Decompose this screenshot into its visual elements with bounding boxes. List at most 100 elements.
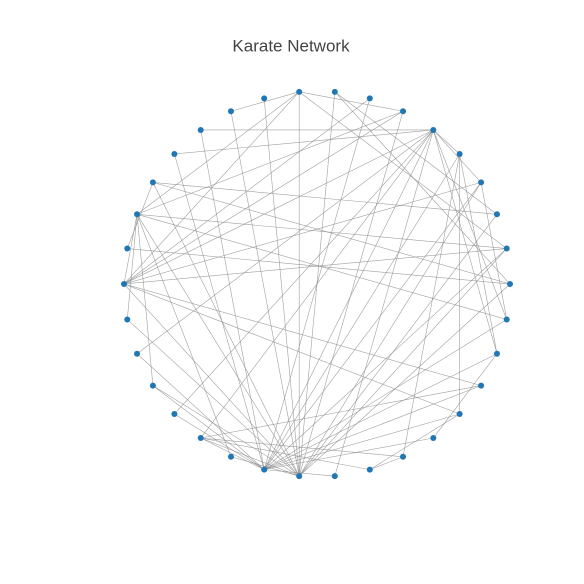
edge (459, 153, 498, 354)
edge (136, 129, 434, 354)
node (331, 88, 338, 95)
edge (136, 214, 232, 457)
edge (123, 129, 434, 285)
edge (263, 98, 300, 477)
edges (123, 91, 511, 477)
edge (264, 437, 434, 470)
edge (263, 153, 460, 470)
edge (433, 129, 507, 320)
node (227, 453, 234, 460)
node (261, 95, 268, 102)
node (124, 316, 131, 323)
node (478, 179, 485, 186)
edge (230, 111, 300, 477)
edge (298, 214, 498, 477)
edge (264, 353, 498, 470)
edge (137, 213, 507, 249)
node (121, 281, 127, 287)
node (171, 150, 178, 157)
edge (230, 91, 300, 112)
node (478, 382, 485, 389)
edge (480, 182, 508, 320)
edge (264, 469, 335, 477)
edge (334, 91, 511, 285)
edge (152, 182, 300, 477)
edge (123, 283, 460, 415)
edge (263, 182, 482, 470)
node (503, 245, 510, 252)
node (124, 245, 131, 252)
edge (136, 353, 265, 470)
node (296, 473, 303, 480)
node (227, 108, 234, 115)
node (197, 435, 204, 442)
node (400, 453, 407, 460)
edge (174, 153, 265, 470)
node (493, 211, 500, 218)
node (430, 435, 437, 442)
edge (123, 214, 138, 285)
node (430, 126, 437, 133)
node (261, 466, 268, 473)
edge (433, 353, 498, 439)
edge (152, 385, 300, 477)
edge (174, 413, 265, 470)
edge (127, 319, 300, 477)
edge (200, 129, 434, 439)
node (331, 473, 338, 480)
node (456, 150, 463, 157)
edge (298, 283, 511, 477)
node (366, 95, 373, 102)
node (503, 316, 510, 323)
node (456, 411, 463, 418)
edge (123, 283, 300, 477)
edge (136, 214, 300, 477)
edge (123, 110, 404, 285)
nodes (121, 88, 513, 480)
edge (136, 214, 154, 386)
edge (369, 456, 404, 470)
node (171, 411, 178, 418)
edge (402, 153, 460, 457)
node (493, 350, 500, 357)
edge (298, 248, 507, 477)
node (197, 126, 204, 133)
edge (433, 129, 498, 354)
node (366, 466, 373, 473)
edge (123, 182, 482, 285)
edge (334, 129, 434, 477)
edge (126, 214, 138, 320)
edge (200, 437, 370, 470)
edge (200, 437, 300, 477)
node (507, 281, 513, 287)
edge (136, 110, 404, 215)
edge (127, 182, 154, 249)
edge (123, 248, 507, 285)
edge (200, 437, 265, 470)
edge (298, 182, 482, 477)
diagram-title: Karate Network (232, 36, 350, 55)
edge (299, 91, 404, 112)
edge (200, 437, 404, 458)
edge (263, 129, 434, 470)
node (149, 179, 156, 186)
node (400, 108, 407, 115)
edge (174, 129, 434, 155)
edge (263, 248, 507, 470)
edge (200, 385, 482, 439)
edge (152, 182, 497, 215)
node (134, 350, 141, 357)
edge (127, 248, 511, 285)
edge (369, 413, 460, 470)
edge (433, 129, 482, 183)
edge (264, 385, 482, 470)
edge (433, 129, 460, 155)
node (134, 211, 141, 218)
edge (200, 129, 265, 470)
node (149, 382, 156, 389)
edge (298, 111, 404, 477)
edge (136, 91, 300, 215)
edge (174, 129, 434, 415)
edge (264, 413, 460, 470)
